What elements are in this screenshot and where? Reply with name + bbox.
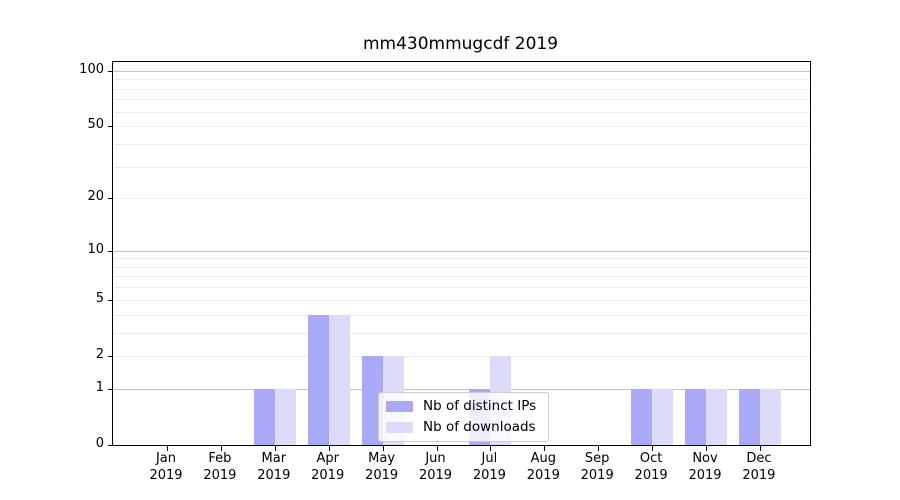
minor-gridline bbox=[113, 79, 810, 81]
bar-dec-ips bbox=[738, 388, 760, 445]
y-tick-label: 50 bbox=[87, 117, 104, 133]
y-tick-mark bbox=[108, 70, 113, 72]
x-tick-label: Sep 2019 bbox=[580, 451, 614, 483]
bar-apr-ips bbox=[307, 314, 329, 445]
x-tick-mark bbox=[382, 446, 384, 451]
minor-gridline bbox=[113, 314, 810, 316]
major-gridline bbox=[113, 388, 810, 390]
x-tick-mark bbox=[598, 446, 600, 451]
bar-dec-downloads bbox=[759, 388, 781, 445]
minor-gridline bbox=[113, 166, 810, 168]
x-tick-mark bbox=[652, 446, 654, 451]
bar-may-ips bbox=[361, 355, 383, 445]
legend-row: Nb of downloads bbox=[386, 419, 536, 436]
y-tick-label: 0 bbox=[95, 436, 104, 451]
y-tick-mark bbox=[108, 445, 113, 446]
x-tick-label: Feb 2019 bbox=[203, 451, 237, 483]
minor-gridline bbox=[113, 276, 810, 278]
minor-gridline bbox=[113, 143, 810, 145]
major-gridline bbox=[113, 250, 810, 252]
x-tick-mark bbox=[544, 446, 546, 451]
chart-title: mm430mmugcdf 2019 bbox=[362, 34, 559, 54]
bar-apr-downloads bbox=[328, 314, 350, 445]
y-tick-label: 1 bbox=[95, 379, 104, 395]
legend-row: Nb of distinct IPs bbox=[386, 398, 536, 415]
x-tick-label: Jul 2019 bbox=[472, 451, 506, 483]
minor-gridline bbox=[113, 332, 810, 334]
plot-area bbox=[108, 61, 811, 451]
major-gridline bbox=[113, 70, 810, 72]
y-tick-mark bbox=[108, 355, 113, 357]
x-tick-label: Nov 2019 bbox=[688, 451, 722, 483]
x-tick-label: Mar 2019 bbox=[257, 451, 291, 483]
y-tick-label: 5 bbox=[95, 290, 104, 306]
minor-gridline bbox=[113, 88, 810, 90]
y-tick-mark bbox=[108, 198, 113, 200]
x-tick-mark bbox=[220, 446, 222, 451]
bar-mar-ips bbox=[253, 388, 275, 445]
x-tick-label: Aug 2019 bbox=[526, 451, 560, 483]
minor-gridline bbox=[113, 355, 810, 357]
y-tick-label: 10 bbox=[87, 241, 104, 257]
minor-gridline bbox=[113, 258, 810, 260]
minor-gridline bbox=[113, 266, 810, 268]
x-tick-mark bbox=[759, 446, 761, 451]
bar-oct-ips bbox=[631, 388, 653, 445]
x-tick-label: May 2019 bbox=[365, 451, 399, 483]
minor-gridline bbox=[113, 287, 810, 289]
x-tick-mark bbox=[490, 446, 492, 451]
y-tick-label: 20 bbox=[87, 189, 104, 205]
bar-nov-ips bbox=[685, 388, 706, 445]
legend: Nb of distinct IPs Nb of downloads bbox=[378, 392, 550, 442]
y-tick-label: 100 bbox=[79, 61, 104, 77]
y-tick-mark bbox=[108, 388, 113, 390]
x-tick-mark bbox=[436, 446, 438, 451]
x-tick-label: Apr 2019 bbox=[311, 451, 345, 483]
y-tick-mark bbox=[108, 126, 113, 128]
x-tick-mark bbox=[274, 446, 276, 451]
minor-gridline bbox=[113, 126, 810, 128]
y-tick-mark bbox=[108, 250, 113, 252]
bar-nov-downloads bbox=[706, 388, 727, 445]
x-tick-mark bbox=[328, 446, 330, 451]
legend-label: Nb of distinct IPs bbox=[423, 398, 537, 414]
minor-gridline bbox=[113, 99, 810, 101]
minor-gridline bbox=[113, 299, 810, 301]
x-tick-label: Oct 2019 bbox=[634, 451, 668, 483]
minor-gridline bbox=[113, 198, 810, 200]
x-tick-label: Jan 2019 bbox=[149, 451, 183, 483]
x-tick-label: Dec 2019 bbox=[742, 451, 776, 483]
x-tick-mark bbox=[706, 446, 707, 451]
bar-mar-downloads bbox=[274, 388, 296, 445]
legend-label: Nb of downloads bbox=[423, 419, 536, 435]
y-tick-mark bbox=[108, 299, 113, 301]
minor-gridline bbox=[113, 111, 810, 113]
x-tick-mark bbox=[167, 446, 168, 451]
x-tick-label: Jun 2019 bbox=[418, 451, 453, 483]
legend-swatch bbox=[386, 401, 413, 412]
bar-oct-downloads bbox=[652, 388, 674, 445]
y-tick-label: 2 bbox=[95, 346, 104, 362]
legend-swatch bbox=[386, 422, 413, 433]
